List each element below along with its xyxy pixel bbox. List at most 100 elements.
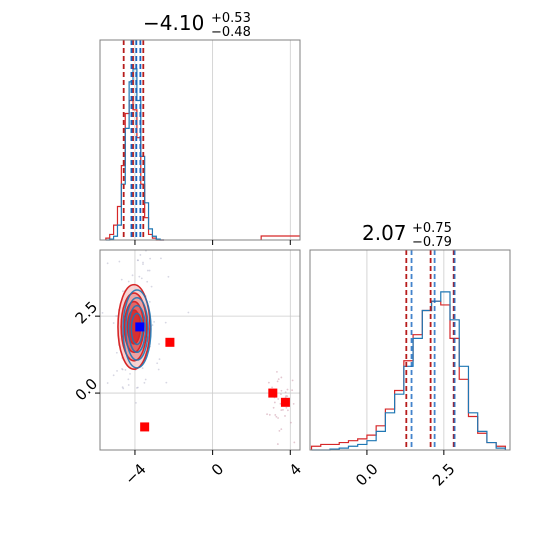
scatter-sample-point — [142, 261, 144, 264]
scatter-sample-point — [124, 369, 127, 371]
scatter-sample-point — [282, 408, 284, 411]
histogram-x-quantile-lines — [122, 40, 145, 240]
scatter-sample-point — [127, 378, 130, 381]
scatter-sample-point — [118, 260, 121, 263]
scatter-sample-point — [144, 378, 147, 381]
histogram-y-grid — [366, 250, 445, 450]
scatter-sample-point — [106, 262, 109, 265]
histogram-y-title-upper-error: +0.75 — [412, 221, 452, 236]
histogram-panel-x: −4.10 +0.53 −0.48 — [99, 11, 301, 241]
scatter-sample-point — [275, 415, 278, 418]
scatter-contour-panel — [99, 249, 301, 451]
scatter-markers — [135, 322, 290, 432]
scatter-marker-primary — [268, 388, 278, 398]
histogram-x-tail-primary — [260, 235, 300, 240]
histogram-x-title-upper-error: +0.53 — [211, 11, 251, 26]
scatter-marker-primary — [280, 397, 290, 407]
scatter-sample-point — [149, 257, 152, 260]
histogram-y-quantile-lines — [405, 250, 456, 450]
scatter-sample-point — [276, 443, 279, 445]
histogram-x-title-lower-error: −0.48 — [211, 25, 251, 40]
scatter-sample-point — [276, 370, 278, 373]
scatter-sample-point — [153, 320, 156, 323]
scatter-sample-point — [129, 372, 131, 375]
scatter-sample-point — [146, 280, 149, 283]
scatter-sample-point — [279, 402, 282, 405]
scatter-sample-point — [131, 274, 134, 277]
scatter-sample-point — [120, 278, 123, 281]
scatter-sample-point — [284, 415, 286, 417]
scatter-y-tick-label: 2.5 — [72, 298, 102, 328]
scatter-sample-point — [148, 300, 151, 303]
scatter-sample-point — [115, 315, 117, 317]
scatter-sample-point — [266, 413, 268, 416]
scatter-sample-point — [286, 388, 289, 391]
scatter-sample-point — [293, 441, 296, 444]
scatter-sample-point — [276, 380, 279, 383]
scatter-sample-point — [157, 368, 160, 371]
scatter-sample-point — [272, 406, 275, 409]
scatter-contours — [117, 283, 152, 371]
scatter-sample-point — [165, 381, 168, 384]
scatter-sample-point — [139, 254, 142, 256]
histogram-y-step-secondary — [311, 291, 506, 451]
scatter-marker-secondary — [135, 322, 145, 332]
scatter-sample-point — [273, 401, 276, 404]
scatter-sample-point — [138, 275, 141, 278]
scatter-sample-point — [112, 322, 115, 324]
histogram-y-title-lower-error: −0.79 — [412, 235, 452, 250]
scatter-sample-point — [285, 406, 288, 409]
scatter-sample-point — [101, 311, 104, 314]
scatter-sample-point — [148, 269, 151, 272]
scatter-sample-point — [158, 343, 160, 345]
histogram-y-tick-label: 2.5 — [429, 460, 459, 490]
scatter-sample-point — [135, 402, 137, 404]
histogram-x-grid — [134, 40, 291, 240]
scatter-sample-point — [280, 389, 283, 392]
scatter-sample-point — [142, 263, 144, 266]
scatter-sample-point — [160, 257, 162, 260]
scatter-sample-point — [286, 395, 289, 398]
scatter-sample-point — [280, 393, 282, 396]
histogram-y-tick-label: 0.0 — [352, 460, 382, 490]
scatter-contour-secondary — [122, 289, 152, 369]
scatter-sample-point — [106, 382, 109, 384]
scatter-x-tick-label: −4 — [121, 460, 149, 488]
scatter-sample-point — [136, 259, 139, 262]
histogram-panel-y: 2.07 +0.75 −0.79 — [309, 221, 511, 451]
scatter-sample-point — [278, 429, 281, 432]
scatter-sample-point — [122, 290, 124, 293]
scatter-sample-point — [277, 398, 280, 400]
scatter-sample-point — [280, 428, 283, 431]
scatter-frame — [99, 249, 301, 451]
histogram-y-frame — [309, 249, 511, 451]
scatter-marker-primary — [165, 337, 175, 347]
scatter-sample-point — [143, 381, 146, 384]
scatter-sample-point — [274, 414, 277, 416]
scatter-sample-point — [122, 387, 125, 390]
scatter-sample-point — [141, 367, 144, 369]
histogram-y-title-value: 2.07 — [362, 221, 407, 245]
scatter-marker-primary — [140, 422, 150, 432]
scatter-sample-point — [121, 367, 123, 370]
histogram-y-steps — [310, 291, 506, 451]
scatter-sample-point — [187, 311, 190, 314]
histogram-x-title-value: −4.10 — [143, 11, 204, 35]
scatter-contour-secondary — [125, 297, 149, 361]
scatter-sample-point — [277, 378, 280, 381]
scatter-sample-point — [150, 285, 153, 288]
scatter-sample-point — [280, 409, 283, 412]
scatter-sample-point — [291, 389, 294, 392]
scatter-sample-point — [290, 421, 292, 424]
scatter-sample-point — [158, 358, 161, 361]
scatter-sample-point — [284, 391, 287, 394]
scatter-sample-point — [267, 381, 270, 384]
scatter-sample-point — [271, 386, 273, 389]
scatter-sample-point — [151, 324, 154, 326]
scatter-sample-point — [287, 409, 289, 412]
scatter-sample-point — [277, 417, 279, 419]
scatter-sample-point — [284, 396, 287, 398]
scatter-sample-point — [127, 384, 130, 386]
scatter-sample-point — [156, 362, 159, 365]
